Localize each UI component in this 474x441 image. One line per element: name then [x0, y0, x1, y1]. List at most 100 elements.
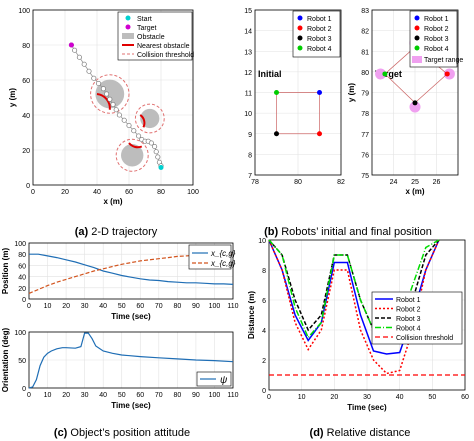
legend-label: Robot 3: [424, 36, 449, 43]
x-tick-label: 0: [27, 303, 31, 310]
x-tick-label: 110: [227, 303, 238, 310]
y-tick-label: 15: [244, 8, 252, 15]
y-axis-label: Distance (m): [247, 291, 256, 339]
robot-marker: [274, 90, 279, 95]
y-tick-label: 13: [244, 49, 252, 56]
target-range-circle: [409, 101, 421, 113]
y-tick-label: 81: [361, 49, 369, 56]
axes-frame: [28, 242, 234, 300]
x-tick-label: 0: [267, 394, 271, 401]
x-tick-label: 30: [81, 392, 89, 399]
series-line: [268, 239, 440, 339]
legend-start-swatch: [125, 15, 131, 21]
x-tick-label: 80: [173, 392, 181, 399]
y-axis-label: Orientation (deg): [1, 327, 10, 392]
x-tick-label: 20: [61, 189, 69, 196]
legend-swatch: [297, 45, 303, 51]
y-tick-label: 80: [22, 43, 30, 50]
y-tick-label: 4: [262, 328, 266, 335]
chart-target: 24 25 26 75 76 77 78 79 80 81 82 83 x (m) y (m) Target…: [347, 8, 463, 196]
target-range-circle: [375, 68, 387, 80]
legend: Start Target Obstacle Nearest obstacle Colli…: [117, 11, 194, 61]
legend-label: Obstacle: [137, 34, 165, 41]
x-tick-label: 10: [298, 394, 306, 401]
x-tick-label: 40: [396, 394, 404, 401]
robot-marker: [412, 100, 418, 106]
axes-frame: [254, 9, 342, 176]
legend-swatch: [297, 15, 303, 21]
x-tick-label: 26: [433, 179, 441, 186]
x-tick-label: 10: [44, 392, 52, 399]
legend-label: ψ: [220, 375, 228, 386]
collision-threshold-circle: [115, 138, 149, 172]
legend-label: Robot 3: [396, 316, 421, 323]
x-tick-label: 40: [99, 392, 107, 399]
legend-target-range-swatch: [412, 56, 422, 63]
legend-swatch: [414, 15, 420, 21]
trajectory-point: [155, 154, 161, 160]
caption-b: (b) Robots’ initial and final position: [264, 226, 432, 238]
legend: Robot 1 Robot 2 Robot 3 Robot 4 Collision th…: [371, 291, 463, 345]
y-tick-label: 60: [18, 263, 26, 270]
nearest-obstacle-arc: [139, 114, 146, 128]
trajectory-point: [72, 47, 78, 53]
panel-title: Initial: [258, 69, 282, 79]
legend-box: [188, 244, 232, 270]
x-axis-label: x (m): [405, 187, 424, 196]
y-tick-label: 78: [361, 111, 369, 118]
obstacle: [121, 144, 144, 167]
nearest-obstacle-arc: [128, 142, 143, 149]
x-tick-label: 60: [136, 303, 144, 310]
trajectory-point: [136, 133, 142, 139]
x-tick-label: 60: [136, 392, 144, 399]
trajectory-point: [113, 107, 119, 113]
x-tick-label: 50: [118, 303, 126, 310]
legend-label: Robot 4: [307, 46, 332, 53]
legend-label: Nearest obstacle: [137, 43, 190, 50]
axes-frame: [28, 331, 234, 389]
x-axis-label: Time (sec): [111, 312, 151, 321]
caption-d: (d) Relative distance: [310, 427, 411, 439]
y-tick-label: 83: [361, 8, 369, 15]
legend-swatch: [414, 35, 420, 41]
y-tick-label: 80: [361, 70, 369, 77]
y-tick-label: 7: [248, 173, 252, 180]
x-tick-label: 20: [62, 303, 70, 310]
legend-label: Collision threshold: [396, 335, 453, 342]
x-tick-label: 20: [330, 394, 338, 401]
legend-label: Robot 4: [396, 326, 421, 333]
trajectory-point: [153, 149, 159, 155]
axes-frame: [371, 9, 459, 176]
panel-title: Target: [375, 69, 402, 79]
y-tick-label: 40: [18, 275, 26, 282]
trajectory-point: [76, 54, 82, 60]
x-tick-label: 90: [192, 303, 200, 310]
y-tick-label: 0: [22, 297, 26, 304]
x-tick-label: 25: [411, 179, 419, 186]
legend-label: Target: [137, 25, 157, 32]
y-tick-label: 20: [18, 286, 26, 293]
y-tick-label: 8: [248, 152, 252, 159]
chart-orientation: 0 10 20 30 40 50 60 70 80 90 100 110 0 50 100 Time (sec…: [1, 327, 239, 410]
x-tick-label: 80: [173, 303, 181, 310]
x-tick-label: 0: [27, 392, 31, 399]
x-tick-label: 30: [363, 394, 371, 401]
trajectory-point: [116, 112, 122, 118]
target-marker: [68, 42, 74, 48]
x-tick-label: 60: [461, 394, 469, 401]
y-tick-label: 9: [248, 132, 252, 139]
legend-label: Robot 2: [396, 307, 421, 314]
y-tick-label: 6: [262, 298, 266, 305]
y-tick-label: 11: [245, 91, 252, 98]
trajectory-point: [96, 80, 102, 87]
x-tick-label: 30: [81, 303, 89, 310]
trajectory-point: [107, 96, 113, 102]
y-tick-label: 14: [244, 29, 252, 36]
y-axis-label: Position (m): [1, 248, 10, 295]
x-tick-label: 40: [99, 303, 107, 310]
y-axis-label: y (m): [8, 88, 17, 107]
y-tick-label: 12: [244, 70, 252, 77]
legend-swatch: [414, 45, 420, 51]
